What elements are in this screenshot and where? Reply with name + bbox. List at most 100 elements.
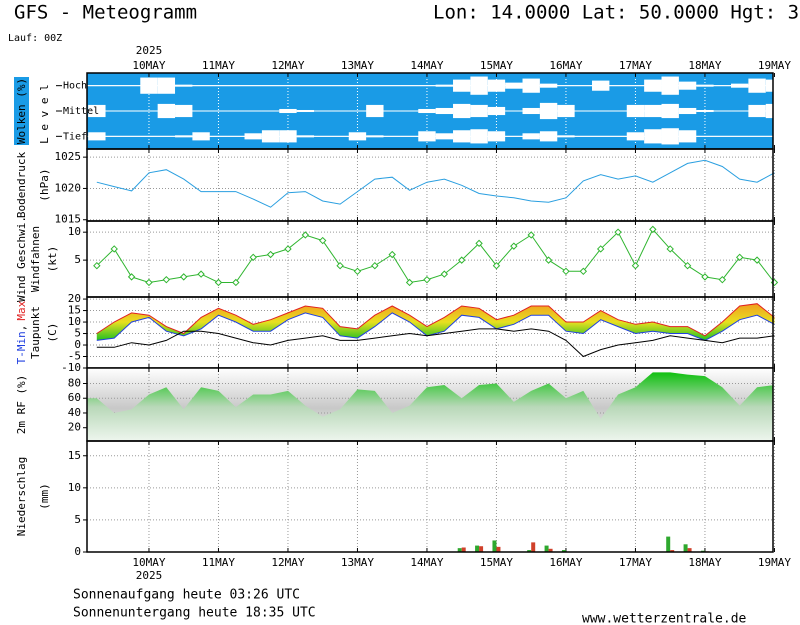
y-axis-label: Taupunkt <box>29 306 42 359</box>
x-tick-label: 10MAY <box>132 59 165 72</box>
marker <box>753 256 761 264</box>
level-name: Mittel <box>63 106 99 117</box>
sunrise: Sonnenaufgang heute 03:26 UTC <box>73 588 300 603</box>
y-tick-label: 0 <box>74 338 81 351</box>
cloud-cover <box>400 85 419 87</box>
y-tick-label: 5 <box>74 253 81 266</box>
precip-bar <box>461 547 466 552</box>
marker <box>492 261 501 270</box>
cloud-cover <box>157 77 176 94</box>
y-tick-label: 15 <box>68 449 81 462</box>
y-tick-label: 1025 <box>55 150 82 163</box>
cloud-cover <box>140 135 158 137</box>
y-axis-label: Windfahnen <box>29 226 42 292</box>
cloud-cover <box>140 110 158 112</box>
x-tick-label: 10MAY <box>132 556 165 569</box>
marker <box>735 253 744 262</box>
cloud-cover <box>661 103 679 119</box>
cloud-cover <box>227 85 245 87</box>
marker <box>180 273 188 281</box>
cloud-cover <box>296 85 315 87</box>
cloud-cover <box>261 130 280 143</box>
panel-frame <box>86 440 774 553</box>
marker <box>475 239 483 248</box>
marker <box>127 273 136 281</box>
cloud-cover <box>661 128 679 145</box>
marker <box>110 245 118 253</box>
cloud-cover <box>348 85 367 87</box>
marker <box>649 225 657 234</box>
y-axis-unit: (kt) <box>46 246 59 273</box>
cloud-cover <box>192 132 210 141</box>
cloud-cover <box>453 103 471 119</box>
y-tick-label: 5 <box>74 513 81 526</box>
y-tick-label: 10 <box>68 225 81 238</box>
cloud-cover <box>592 110 610 112</box>
level-name: Tief <box>63 131 87 142</box>
marker <box>666 245 674 253</box>
level-label: L e v e l <box>38 84 51 144</box>
level-name: Hoch <box>63 81 87 92</box>
cloud-cover <box>522 78 540 93</box>
humidity-area <box>87 372 775 441</box>
marker <box>562 267 570 276</box>
x-tick-label: 15MAY <box>480 556 513 569</box>
cloud-cover <box>314 110 332 112</box>
title: GFS - Meteogramm <box>14 2 197 24</box>
marker <box>214 278 223 287</box>
cloud-cover <box>383 85 401 87</box>
precip-bar <box>687 548 692 552</box>
ylabel-box <box>14 77 29 145</box>
y-axis-unit: (hPa) <box>38 168 51 201</box>
cloud-cover <box>383 135 401 137</box>
cloud-cover <box>487 106 506 116</box>
data-line <box>96 312 775 341</box>
x-tick-label: 17MAY <box>619 59 652 72</box>
marker <box>162 275 171 284</box>
cloud-cover <box>592 80 610 91</box>
cloud-cover <box>140 77 158 94</box>
cloud-cover <box>574 110 593 112</box>
cloud-cover <box>487 131 506 142</box>
y-tick-label: 10 <box>68 481 81 494</box>
precip-bar <box>457 548 462 552</box>
cloud-cover <box>435 84 454 87</box>
x-tick-label: 16MAY <box>549 59 582 72</box>
marker <box>336 261 344 270</box>
marker <box>371 261 379 270</box>
cloud-cover <box>470 76 488 95</box>
cloud-cover <box>609 110 627 112</box>
cloud-cover <box>713 135 732 137</box>
cloud-cover <box>765 135 784 137</box>
y-tick-label: 0 <box>74 545 81 558</box>
x-tick-label: 18MAY <box>688 556 721 569</box>
cloud-cover <box>209 135 228 137</box>
cloud-cover <box>175 104 193 118</box>
marker <box>596 245 605 253</box>
x-tick-label: 15MAY <box>480 59 513 72</box>
cloud-cover <box>487 79 506 92</box>
marker <box>197 270 205 278</box>
cloud-cover <box>731 83 749 88</box>
x-tick-label: 13MAY <box>341 556 374 569</box>
cloud-cover <box>418 85 436 87</box>
cloud-cover <box>296 109 315 113</box>
cloud-cover <box>175 84 193 87</box>
x-tick-label: 19MAY <box>758 59 791 72</box>
x-year-label: 2025 <box>136 44 163 57</box>
y-tick-label: 20 <box>68 292 81 305</box>
cloud-cover <box>713 85 732 87</box>
cloud-cover <box>122 135 141 137</box>
cloud-cover <box>696 109 714 113</box>
precip-bar <box>548 548 553 552</box>
cloud-cover <box>678 81 697 90</box>
marker <box>458 256 466 264</box>
x-year-label: 2025 <box>136 569 163 582</box>
precip-bar <box>670 550 675 552</box>
y-axis-label: T-Min, Max <box>15 300 28 364</box>
cloud-cover <box>279 130 297 143</box>
cloud-cover <box>400 110 419 112</box>
marker <box>405 278 414 287</box>
precip-bar <box>561 550 566 552</box>
